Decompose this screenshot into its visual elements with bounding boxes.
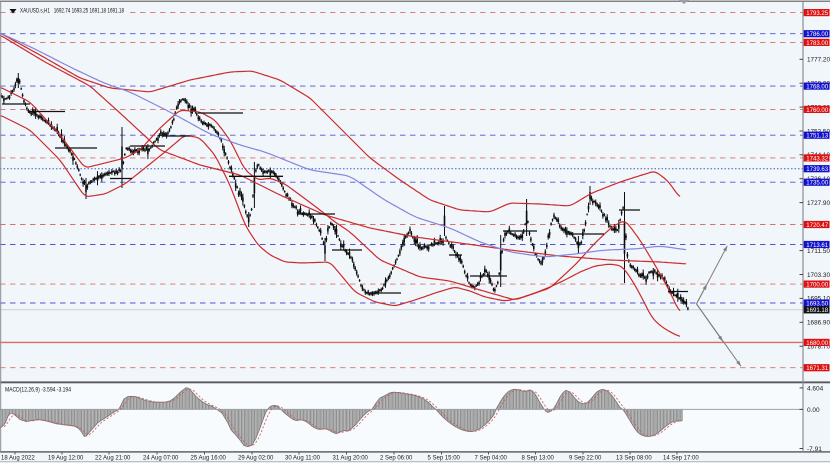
- svg-text:1700.00: 1700.00: [806, 282, 828, 289]
- svg-text:22 Aug 21:00: 22 Aug 21:00: [95, 455, 131, 461]
- svg-text:1760.00: 1760.00: [806, 107, 828, 114]
- svg-text:-7.91: -7.91: [807, 446, 822, 453]
- svg-text:1720.47: 1720.47: [806, 222, 828, 229]
- svg-text:1680.00: 1680.00: [806, 340, 828, 347]
- svg-text:0.00: 0.00: [807, 407, 820, 414]
- svg-text:2 Sep 06:00: 2 Sep 06:00: [380, 455, 413, 461]
- svg-text:1678.70: 1678.70: [807, 344, 830, 351]
- svg-text:24 Aug 07:00: 24 Aug 07:00: [143, 455, 179, 461]
- svg-text:1691.18: 1691.18: [806, 307, 828, 314]
- svg-text:5 Sep 15:00: 5 Sep 15:00: [428, 455, 461, 461]
- svg-text:1786.00: 1786.00: [806, 31, 828, 38]
- svg-text:31 Aug 20:00: 31 Aug 20:00: [333, 455, 369, 461]
- svg-text:1693.50: 1693.50: [806, 300, 828, 307]
- svg-text:1695.10: 1695.10: [807, 296, 830, 303]
- svg-text:1727.90: 1727.90: [807, 200, 830, 207]
- svg-text:1686.90: 1686.90: [807, 320, 830, 327]
- svg-text:4.604: 4.604: [807, 385, 824, 392]
- svg-text:13 Sep 08:00: 13 Sep 08:00: [616, 455, 652, 461]
- svg-text:XAUUSD.s,H1 1692.74 1693.25: XAUUSD.s,H1 1692.74 1693.25 1691.18 1691…: [20, 8, 124, 15]
- svg-text:25 Aug 16:00: 25 Aug 16:00: [191, 455, 227, 461]
- svg-text:1713.61: 1713.61: [806, 242, 828, 249]
- svg-text:1739.63: 1739.63: [806, 166, 828, 173]
- svg-text:1711.50: 1711.50: [807, 248, 830, 255]
- svg-text:30 Aug 11:00: 30 Aug 11:00: [285, 455, 321, 461]
- svg-text:1743.32: 1743.32: [806, 155, 828, 162]
- svg-text:19 Aug 12:00: 19 Aug 12:00: [48, 455, 84, 461]
- svg-text:14 Sep 17:00: 14 Sep 17:00: [663, 455, 699, 461]
- svg-text:9 Sep 22:00: 9 Sep 22:00: [569, 455, 602, 461]
- svg-text:1751.13: 1751.13: [806, 133, 828, 140]
- svg-text:1671.31: 1671.31: [806, 365, 828, 372]
- svg-text:18 Aug 2022: 18 Aug 2022: [1, 455, 35, 461]
- svg-text:1783.00: 1783.00: [806, 40, 828, 47]
- svg-text:1793.25: 1793.25: [806, 10, 828, 17]
- svg-text:8 Sep 13:00: 8 Sep 13:00: [522, 455, 555, 461]
- svg-text:1703.30: 1703.30: [807, 272, 830, 279]
- svg-text:1777.20: 1777.20: [807, 57, 830, 64]
- svg-text:29 Aug 02:00: 29 Aug 02:00: [238, 455, 274, 461]
- svg-text:MACD(12,26,9) -3.594 -3.194: MACD(12,26,9) -3.594 -3.194: [5, 386, 71, 393]
- svg-text:7 Sep 04:00: 7 Sep 04:00: [475, 455, 508, 461]
- svg-text:1768.00: 1768.00: [806, 84, 828, 91]
- svg-text:1735.00: 1735.00: [806, 180, 828, 187]
